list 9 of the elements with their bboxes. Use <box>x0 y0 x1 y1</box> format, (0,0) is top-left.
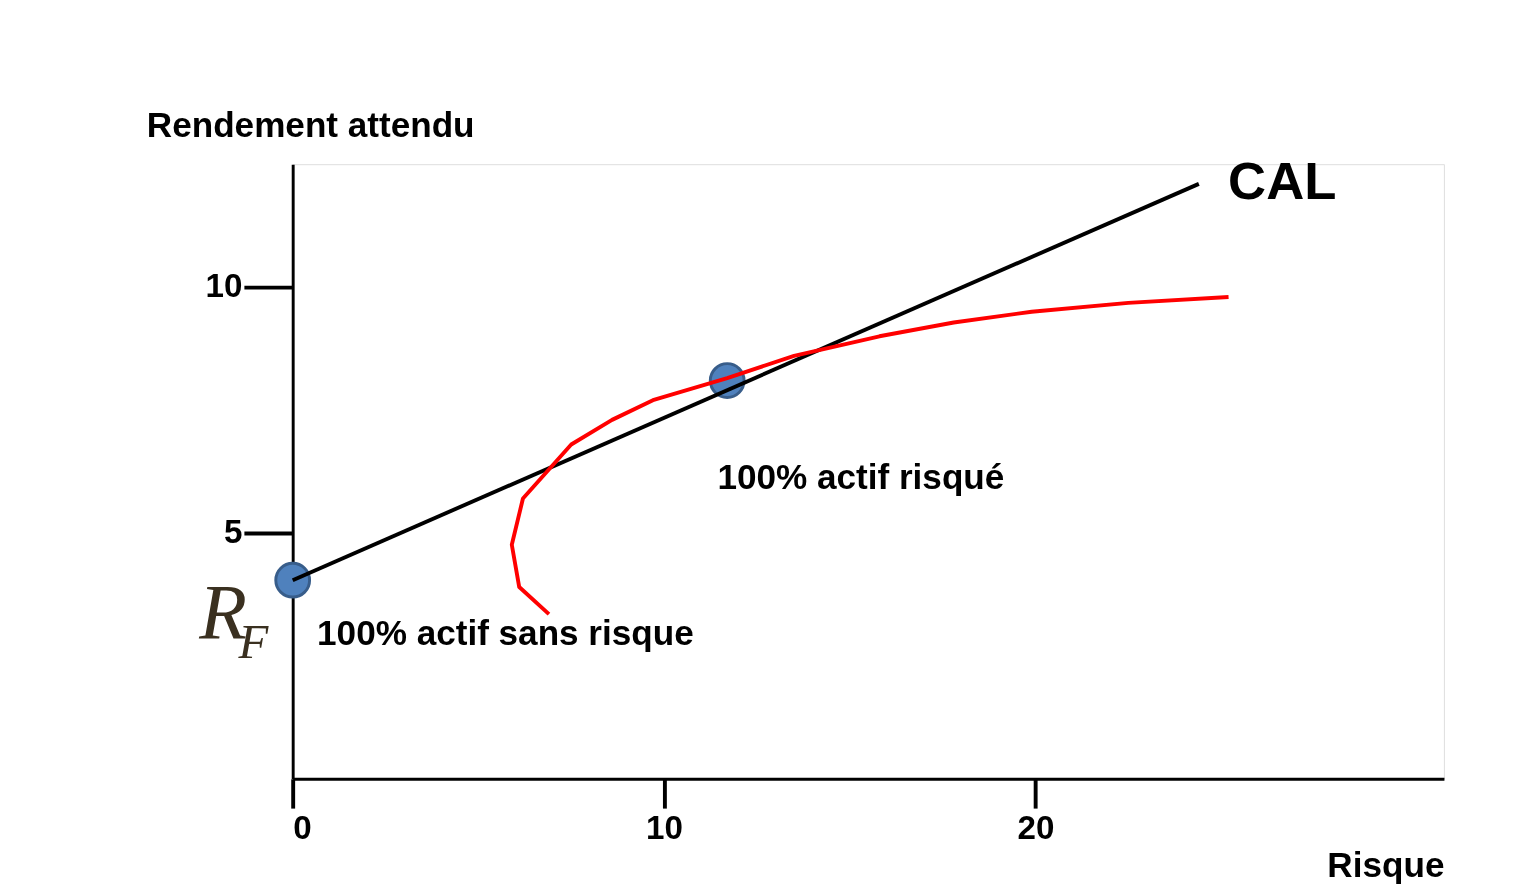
annotation: 100% actif sans risque <box>317 612 694 652</box>
x-tick-label: 10 <box>646 808 683 846</box>
x-tick-label: 20 <box>1017 808 1055 846</box>
y-tick-label: 5 <box>223 513 243 551</box>
annotation: 100% actif risqué <box>717 456 1005 496</box>
x-axis-title: Risque <box>1327 844 1445 884</box>
series-label: CAL <box>1228 151 1337 211</box>
y-axis-title: Rendement attendu <box>146 105 475 145</box>
x-tick-label: 0 <box>293 808 312 846</box>
